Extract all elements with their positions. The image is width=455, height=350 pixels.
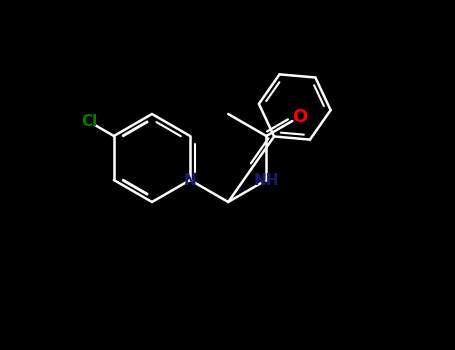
Text: NH: NH	[253, 173, 279, 188]
Text: Cl: Cl	[81, 114, 97, 129]
Text: N: N	[184, 173, 197, 188]
Text: O: O	[292, 107, 308, 126]
